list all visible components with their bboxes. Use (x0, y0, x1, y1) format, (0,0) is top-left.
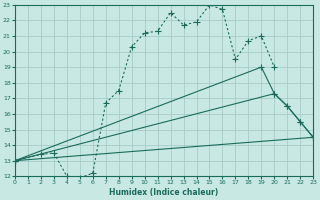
X-axis label: Humidex (Indice chaleur): Humidex (Indice chaleur) (109, 188, 219, 197)
